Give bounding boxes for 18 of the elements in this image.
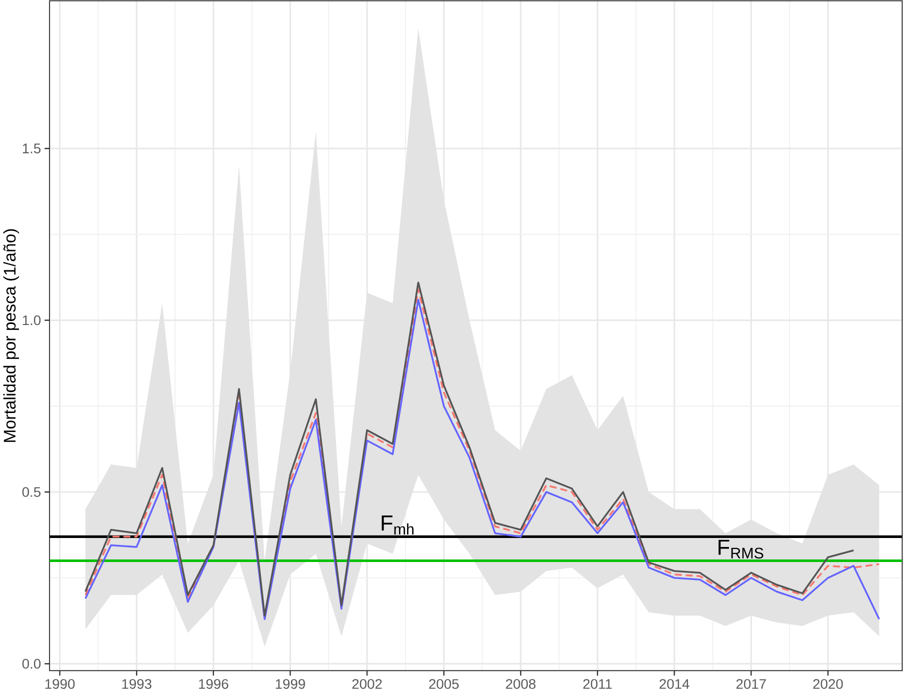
x-tick-label: 1993 [122, 678, 152, 689]
ref-line-label: F$_{RMS}$ [718, 540, 764, 558]
x-tick-label: 2008 [506, 678, 536, 689]
x-tick-label: 2020 [813, 678, 843, 689]
ref-line-label: F$_{mh}$ [382, 515, 414, 534]
x-tick-label: 2002 [352, 678, 382, 689]
x-tick-label: 1990 [45, 678, 75, 689]
y-tick-label: 1.0 [22, 315, 41, 326]
y-tick-label: 0.0 [22, 658, 41, 669]
x-tick-label: 1999 [276, 678, 305, 689]
x-tick-label: 2011 [583, 678, 612, 689]
x-tick-label: 1996 [199, 678, 228, 689]
y-tick-label: 0.5 [22, 486, 41, 497]
y-tick-label: 1.5 [22, 144, 41, 154]
y-axis-title: Mortalidad por pesca (1/año) [3, 229, 19, 442]
x-tick-label: 2014 [660, 678, 690, 689]
x-tick-label: 2017 [736, 678, 766, 689]
x-tick-label: 2005 [429, 678, 459, 689]
